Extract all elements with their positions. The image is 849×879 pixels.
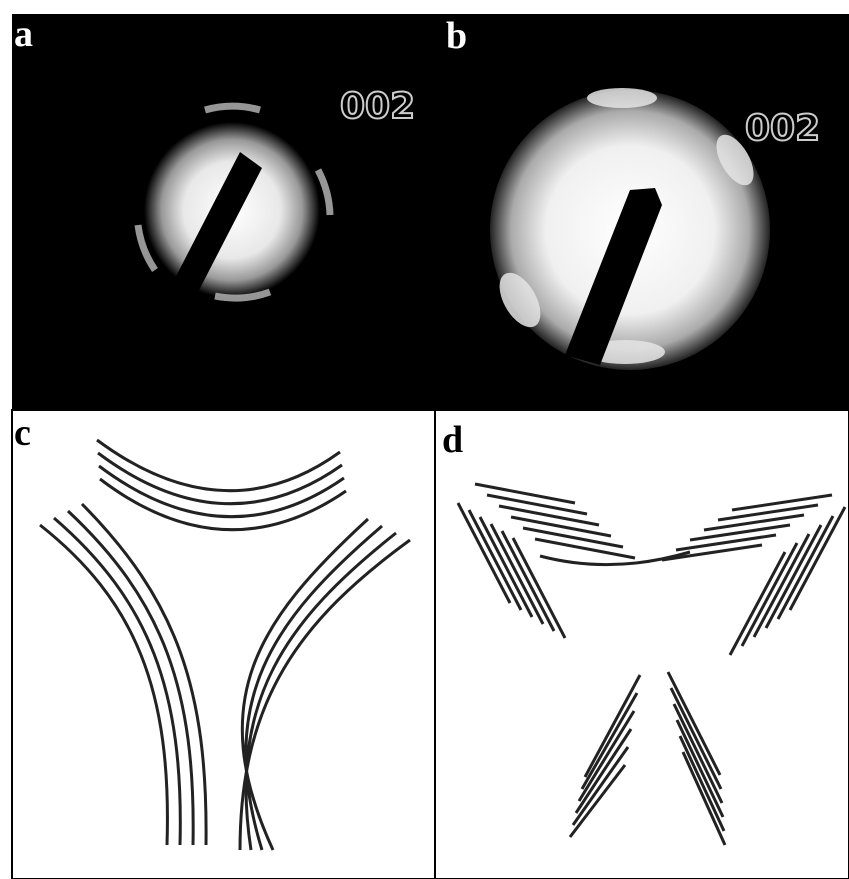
panel-label: b xyxy=(446,15,467,57)
panel-background xyxy=(12,410,435,879)
panel-b: b 002 xyxy=(440,14,849,410)
panel-label: a xyxy=(14,13,33,55)
panel-c: c xyxy=(12,410,435,879)
annotation: 002 xyxy=(340,86,415,127)
panel-label: d xyxy=(442,419,463,461)
annotation: 002 xyxy=(745,108,820,149)
panel-background xyxy=(435,410,849,879)
panel-a: a 002 xyxy=(12,13,444,410)
figure: a 002 b 002 c d xyxy=(0,0,849,879)
panel-label: c xyxy=(14,412,31,454)
panel-d: d xyxy=(435,410,849,879)
